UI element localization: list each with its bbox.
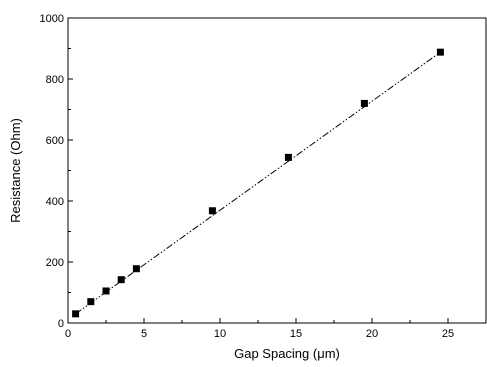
data-point [117, 276, 125, 284]
x-tick-label: 0 [65, 328, 71, 340]
data-points [72, 48, 444, 318]
y-tick-label: 600 [46, 135, 64, 147]
x-axis-label: Gap Spacing (μm) [234, 346, 340, 361]
data-point [208, 207, 216, 215]
data-point [284, 153, 292, 161]
fit-line-segment [75, 51, 441, 315]
fit-line [75, 51, 441, 315]
y-tick-label: 1000 [40, 13, 64, 25]
plot-frame [67, 17, 487, 324]
data-point [436, 48, 444, 56]
data-point [132, 265, 140, 273]
axes [67, 17, 487, 324]
x-tick-label: 20 [366, 328, 378, 340]
data-point [102, 287, 110, 295]
y-axis-label: Resistance (Ohm) [8, 118, 23, 223]
data-point [87, 298, 95, 306]
data-point [72, 310, 80, 318]
y-tick-label: 400 [46, 196, 64, 208]
x-tick-label: 10 [214, 328, 226, 340]
x-tick-label: 5 [141, 328, 147, 340]
y-axis-ticks: 0 200 400 600 800 1000 [40, 13, 73, 330]
x-tick-label: 25 [442, 328, 454, 340]
y-tick-label: 0 [58, 318, 64, 330]
x-tick-label: 15 [290, 328, 302, 340]
data-point [360, 99, 368, 107]
y-tick-label: 200 [46, 257, 64, 269]
x-axis-ticks: 0 5 10 15 20 25 [65, 318, 454, 340]
y-tick-label: 800 [46, 74, 64, 86]
